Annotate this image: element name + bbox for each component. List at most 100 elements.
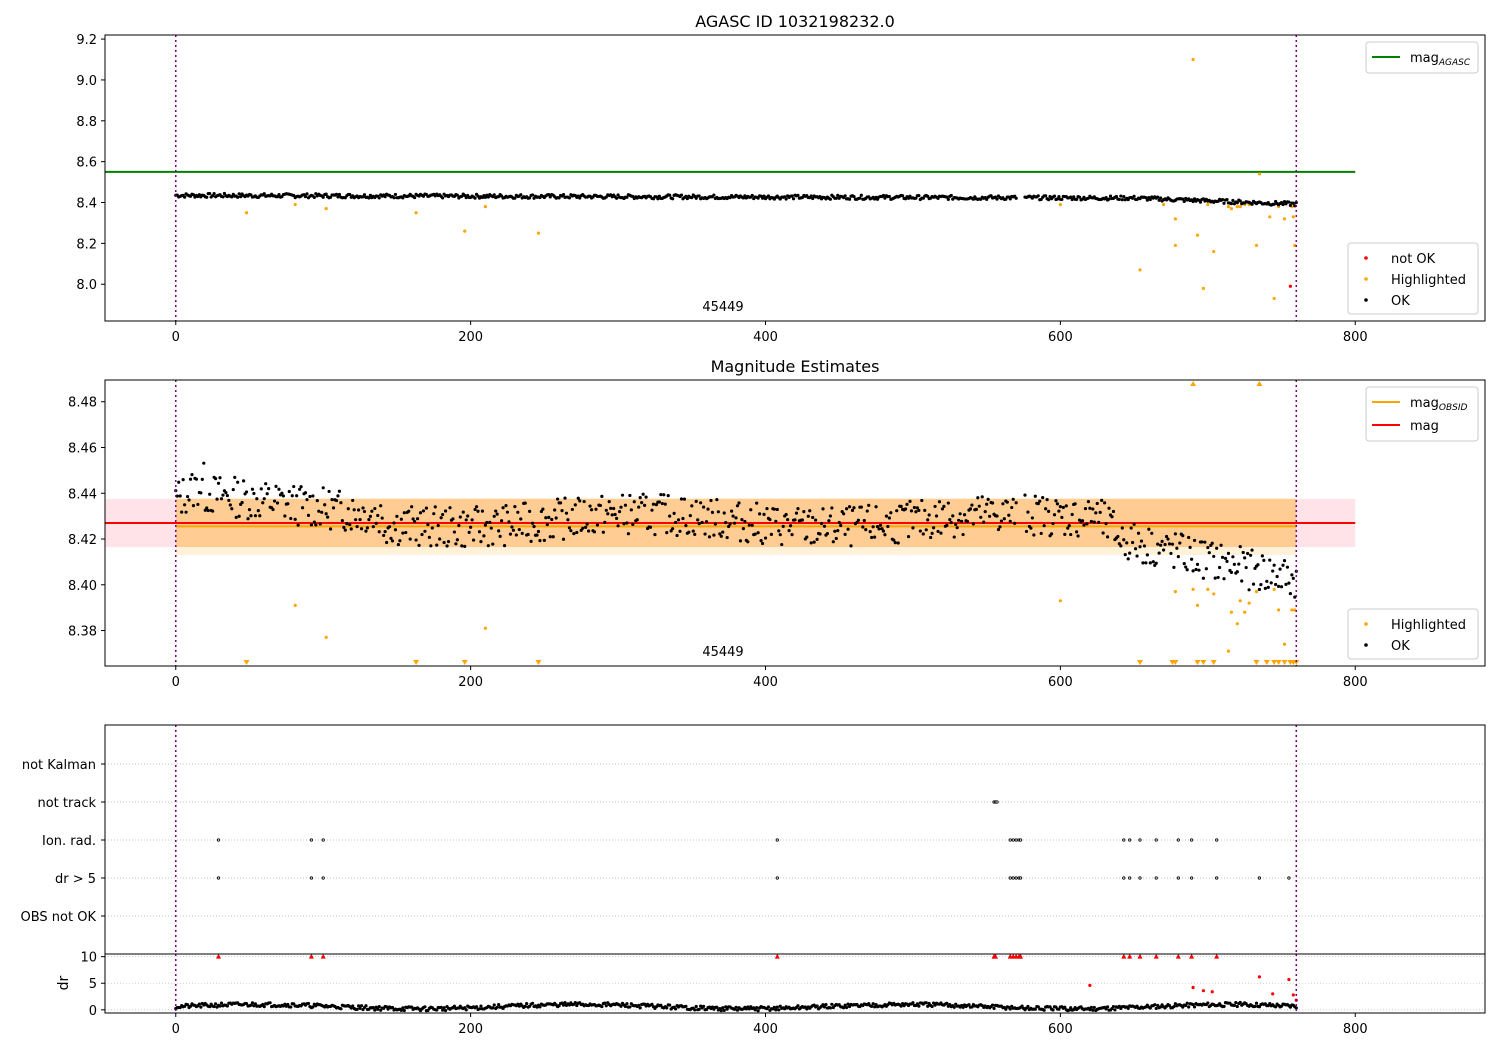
data-point [1154,1006,1158,1011]
data-point [337,192,342,197]
data-point [679,193,684,197]
data-point [819,521,824,526]
data-point [1080,519,1085,523]
data-point [1246,551,1250,556]
data-point [755,501,759,505]
data-point [933,504,937,509]
data-point [836,529,840,533]
data-point [756,196,760,200]
data-point [489,526,493,530]
data-point [940,507,945,511]
data-point [463,544,467,548]
data-point [678,529,682,533]
data-point [873,535,877,539]
data-point [730,509,734,513]
data-point [834,536,838,541]
data-point [305,498,309,502]
data-point [401,196,405,200]
data-point [1088,506,1092,510]
data-point [308,494,312,499]
data-point [240,500,244,505]
data-point [305,192,309,196]
data-point [553,508,557,512]
data-point [802,510,806,514]
data-point [1219,543,1223,547]
data-point [719,534,723,538]
flag-point [1014,838,1018,842]
data-point [1195,603,1200,607]
data-point [281,494,285,498]
data-point [373,506,377,511]
data-point [917,193,921,198]
data-point [377,530,381,534]
data-point [601,530,605,534]
data-point [1288,591,1292,596]
data-point [558,501,563,505]
data-point [1291,993,1295,997]
data-point [1195,562,1200,566]
flag-point [1215,838,1219,842]
data-point [850,508,855,512]
data-point [671,197,675,201]
data-point [566,518,570,522]
data-point [244,490,249,494]
data-point [638,495,642,500]
data-point [1137,953,1143,959]
data-point [1281,202,1285,207]
data-point [1288,284,1292,288]
data-point [264,482,268,486]
data-point [756,531,760,535]
data-point [1075,530,1079,534]
data-point [774,953,780,959]
data-point [213,477,218,481]
data-point [673,520,678,525]
data-point [749,508,753,512]
data-point [348,192,352,197]
data-point [1229,610,1234,614]
data-point [253,1002,257,1006]
data-point [706,507,710,511]
data-point [429,544,433,548]
data-point [998,525,1002,529]
data-point [317,509,321,513]
data-point [337,489,342,493]
data-point [1145,198,1149,202]
data-point [219,497,224,501]
data-point [293,517,297,521]
data-point [504,504,508,508]
data-point [1153,1003,1157,1007]
data-point [208,492,212,496]
data-point [747,523,751,527]
data-point [547,192,551,197]
data-point [241,479,246,483]
data-point [298,487,302,491]
data-point [604,508,608,512]
data-point [650,508,654,512]
data-point [573,503,577,507]
data-point [469,525,473,529]
data-point [494,509,498,513]
data-point [1173,217,1177,221]
data-point [881,193,886,198]
data-point [1089,519,1093,524]
data-point [937,500,942,504]
data-point [237,514,241,518]
data-point [443,1008,448,1013]
data-point [870,535,874,540]
y-tick-label: 8.6 [76,156,97,171]
data-point [532,524,536,529]
data-point [1082,523,1086,527]
data-point [561,537,566,541]
data-point [974,507,978,511]
data-point [637,505,641,509]
data-point [1116,534,1120,539]
data-point [623,503,628,507]
data-point [191,503,196,508]
data-point [224,491,228,495]
data-point [500,519,504,523]
data-point [1178,541,1182,545]
data-point [1122,195,1126,199]
flag-point [1128,876,1132,880]
data-point [352,508,356,512]
data-point [470,518,474,522]
